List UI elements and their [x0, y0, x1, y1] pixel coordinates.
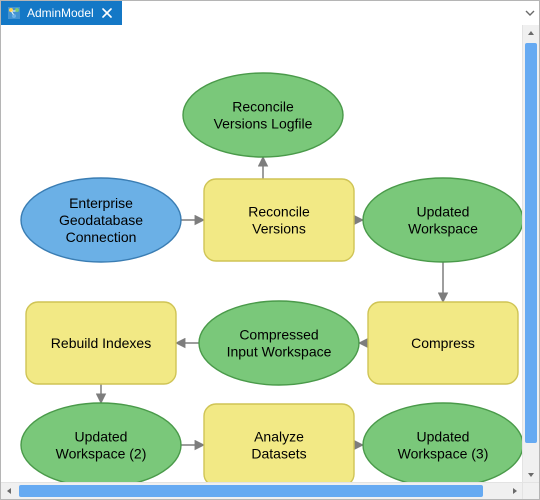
vertical-scrollbar[interactable]: [522, 25, 539, 483]
node-rec_ver[interactable]: ReconcileVersions: [204, 179, 354, 261]
node-ent_conn[interactable]: EnterpriseGeodatabaseConnection: [21, 178, 181, 262]
node-comp_ws[interactable]: CompressedInput Workspace: [199, 301, 359, 385]
nodes-layer: EnterpriseGeodatabaseConnection Reconcile…: [21, 73, 523, 483]
scroll-left-icon[interactable]: [1, 483, 17, 499]
tab-close-button[interactable]: [100, 6, 114, 20]
node-upd_ws3[interactable]: UpdatedWorkspace (3): [363, 403, 523, 483]
node-analyze[interactable]: AnalyzeDatasets: [204, 404, 354, 483]
flowchart-svg: EnterpriseGeodatabaseConnection Reconcile…: [1, 25, 523, 483]
node-label-rec_ver: ReconcileVersions: [248, 203, 310, 236]
tabbar-menu-button[interactable]: [525, 1, 535, 25]
scroll-up-icon[interactable]: [523, 25, 539, 41]
vertical-scroll-thumb[interactable]: [525, 43, 537, 443]
tab-adminmodel[interactable]: AdminModel: [1, 1, 122, 25]
model-canvas[interactable]: EnterpriseGeodatabaseConnection Reconcile…: [1, 25, 523, 483]
node-label-ent_conn: EnterpriseGeodatabaseConnection: [59, 195, 143, 245]
horizontal-scroll-thumb[interactable]: [19, 485, 483, 497]
node-upd_ws2[interactable]: UpdatedWorkspace (2): [21, 403, 181, 483]
tab-bar: AdminModel: [1, 1, 539, 26]
model-icon: [7, 6, 21, 20]
node-label-analyze: AnalyzeDatasets: [251, 428, 306, 461]
node-upd_ws1[interactable]: UpdatedWorkspace: [363, 178, 523, 262]
node-rebuild[interactable]: Rebuild Indexes: [26, 302, 176, 384]
horizontal-scrollbar[interactable]: [1, 482, 523, 499]
node-label-rebuild: Rebuild Indexes: [51, 335, 151, 351]
tab-title: AdminModel: [27, 6, 94, 20]
node-label-comp_ws: CompressedInput Workspace: [227, 326, 332, 359]
scroll-right-icon[interactable]: [507, 483, 523, 499]
node-label-upd_ws1: UpdatedWorkspace: [408, 203, 478, 236]
model-window: AdminModel EnterpriseGeodatabaseConnecti…: [0, 0, 540, 500]
node-rec_log[interactable]: ReconcileVersions Logfile: [183, 73, 343, 157]
node-label-compress: Compress: [411, 335, 475, 351]
canvas-area: EnterpriseGeodatabaseConnection Reconcile…: [1, 25, 539, 499]
scroll-down-icon[interactable]: [523, 467, 539, 483]
scrollbar-corner: [522, 482, 539, 499]
node-compress[interactable]: Compress: [368, 302, 518, 384]
